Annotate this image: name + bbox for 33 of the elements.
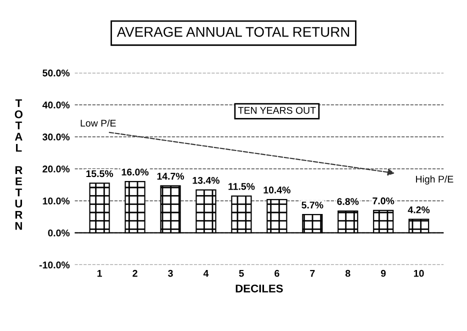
- data-label: 10.4%: [264, 186, 290, 194]
- text: TOTAL RETURN: [14, 99, 23, 230]
- y-tick-label: 0.0%: [48, 230, 70, 236]
- x-tick-label: 8: [345, 270, 350, 277]
- y-tick-label: 30.0%: [42, 134, 70, 140]
- data-label: 4.2%: [408, 206, 430, 214]
- y-tick-label: -10.0%: [39, 262, 70, 268]
- x-tick-label: 1: [97, 270, 102, 277]
- data-label: 5.7%: [302, 202, 324, 208]
- y-tick-label: 10.0%: [42, 198, 70, 204]
- data-label: 11.5%: [228, 183, 255, 190]
- data-label: 13.4%: [192, 176, 220, 184]
- x-tick-label: 3: [168, 270, 173, 277]
- data-label: 15.5%: [86, 170, 114, 178]
- annotation: High P/E: [416, 175, 454, 185]
- annotation: Low P/E: [80, 119, 116, 127]
- data-label: 14.7%: [157, 172, 184, 180]
- x-tick-label: 6: [274, 270, 280, 277]
- x-tick-label: 2: [132, 270, 138, 277]
- x-tick-label: 5: [239, 270, 244, 277]
- x-tick-label: 7: [310, 270, 315, 277]
- x-axis-title: DECILES: [236, 284, 283, 292]
- x-tick-label: 10: [414, 270, 424, 277]
- data-label: 7.0%: [372, 197, 394, 204]
- annotation: TEN YEARS OUT: [238, 106, 316, 114]
- data-label: 6.8%: [337, 198, 359, 205]
- x-tick-label: 9: [380, 270, 386, 277]
- y-tick-label: 40.0%: [42, 102, 70, 108]
- data-label: 16.0%: [122, 168, 149, 176]
- chart-title: AVERAGE ANNUAL TOTAL RETURN: [116, 26, 350, 37]
- x-tick-label: 4: [203, 270, 209, 277]
- y-tick-label: 20.0%: [42, 166, 70, 172]
- y-tick-label: 50.0%: [42, 70, 70, 76]
